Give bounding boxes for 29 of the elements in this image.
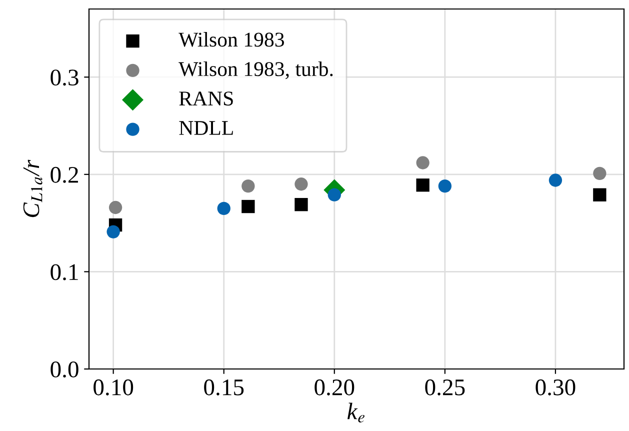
y-tick-label: 0.3 (50, 70, 78, 86)
legend-label: RANS (179, 92, 233, 106)
y-tick-label: 0.1 (50, 264, 78, 280)
point (416, 178, 430, 192)
y-axis-title: C$_{L1a}$/r (23, 160, 42, 218)
point (593, 188, 606, 202)
x-tick-label: 0.25 (425, 379, 465, 396)
point (242, 200, 255, 214)
legend-label: NDLL (179, 121, 233, 135)
x-tick-label: 0.15 (204, 379, 244, 396)
point (416, 156, 430, 170)
x-tick-label: 0.10 (94, 379, 134, 396)
y-tick-label: 0.2 (50, 166, 78, 183)
point (438, 179, 452, 193)
point (106, 225, 120, 238)
point (217, 202, 230, 216)
x-tick-label: 0.20 (314, 379, 354, 396)
y-tick-label: 0.0 (50, 361, 78, 378)
point (242, 179, 255, 193)
point (108, 200, 122, 214)
point (593, 166, 606, 180)
x-tick-label: 0.30 (536, 379, 576, 396)
point (328, 188, 341, 202)
x-axis-title: k$_{e}$ (348, 402, 364, 422)
legend-label: Wilson 1983 (178, 32, 284, 47)
point (294, 198, 308, 212)
legend-label: Wilson 1983, turb. (178, 61, 333, 80)
point (548, 174, 562, 187)
point (294, 178, 308, 191)
